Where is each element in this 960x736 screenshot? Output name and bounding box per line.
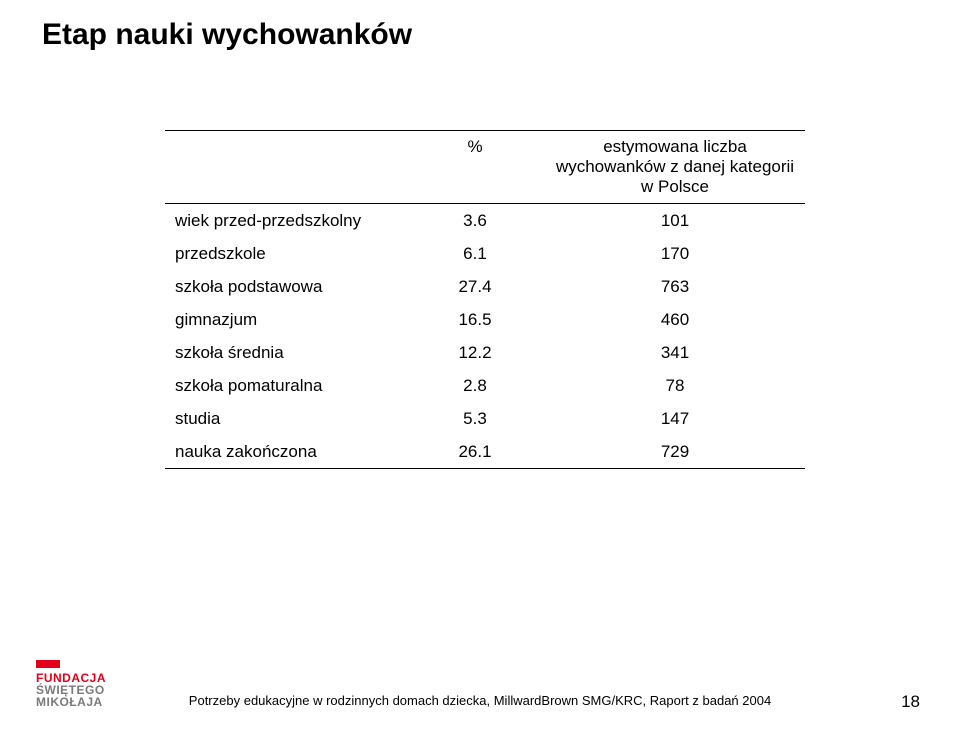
row-pct: 2.8: [405, 369, 545, 402]
row-est: 101: [545, 204, 805, 238]
table-row: gimnazjum 16.5 460: [165, 303, 805, 336]
row-label: studia: [165, 402, 405, 435]
row-est: 147: [545, 402, 805, 435]
row-est: 170: [545, 237, 805, 270]
table-header-row: % estymowana liczba wychowanków z danej …: [165, 131, 805, 204]
row-label: szkoła pomaturalna: [165, 369, 405, 402]
row-pct: 27.4: [405, 270, 545, 303]
row-est: 78: [545, 369, 805, 402]
row-est: 763: [545, 270, 805, 303]
table-row: szkoła podstawowa 27.4 763: [165, 270, 805, 303]
row-pct: 12.2: [405, 336, 545, 369]
page-number: 18: [901, 692, 920, 712]
table-header-pct: %: [405, 131, 545, 204]
data-table: % estymowana liczba wychowanków z danej …: [165, 130, 805, 469]
table-row: szkoła pomaturalna 2.8 78: [165, 369, 805, 402]
table-row: studia 5.3 147: [165, 402, 805, 435]
row-pct: 26.1: [405, 435, 545, 469]
row-est: 341: [545, 336, 805, 369]
row-pct: 5.3: [405, 402, 545, 435]
logo-red-bar: [36, 660, 60, 668]
table-header-empty: [165, 131, 405, 204]
row-pct: 6.1: [405, 237, 545, 270]
table-header-est: estymowana liczba wychowanków z danej ka…: [545, 131, 805, 204]
row-label: wiek przed-przedszkolny: [165, 204, 405, 238]
row-label: szkoła średnia: [165, 336, 405, 369]
row-label: gimnazjum: [165, 303, 405, 336]
table-row: przedszkole 6.1 170: [165, 237, 805, 270]
slide-page: Etap nauki wychowanków % estymowana licz…: [0, 0, 960, 736]
table-row: wiek przed-przedszkolny 3.6 101: [165, 204, 805, 238]
row-label: przedszkole: [165, 237, 405, 270]
footer-citation: Potrzeby edukacyjne w rodzinnych domach …: [0, 693, 960, 708]
row-est: 460: [545, 303, 805, 336]
table-row: szkoła średnia 12.2 341: [165, 336, 805, 369]
row-label: szkoła podstawowa: [165, 270, 405, 303]
row-label: nauka zakończona: [165, 435, 405, 469]
table-row: nauka zakończona 26.1 729: [165, 435, 805, 469]
row-pct: 3.6: [405, 204, 545, 238]
row-pct: 16.5: [405, 303, 545, 336]
page-title: Etap nauki wychowanków: [42, 18, 412, 52]
row-est: 729: [545, 435, 805, 469]
